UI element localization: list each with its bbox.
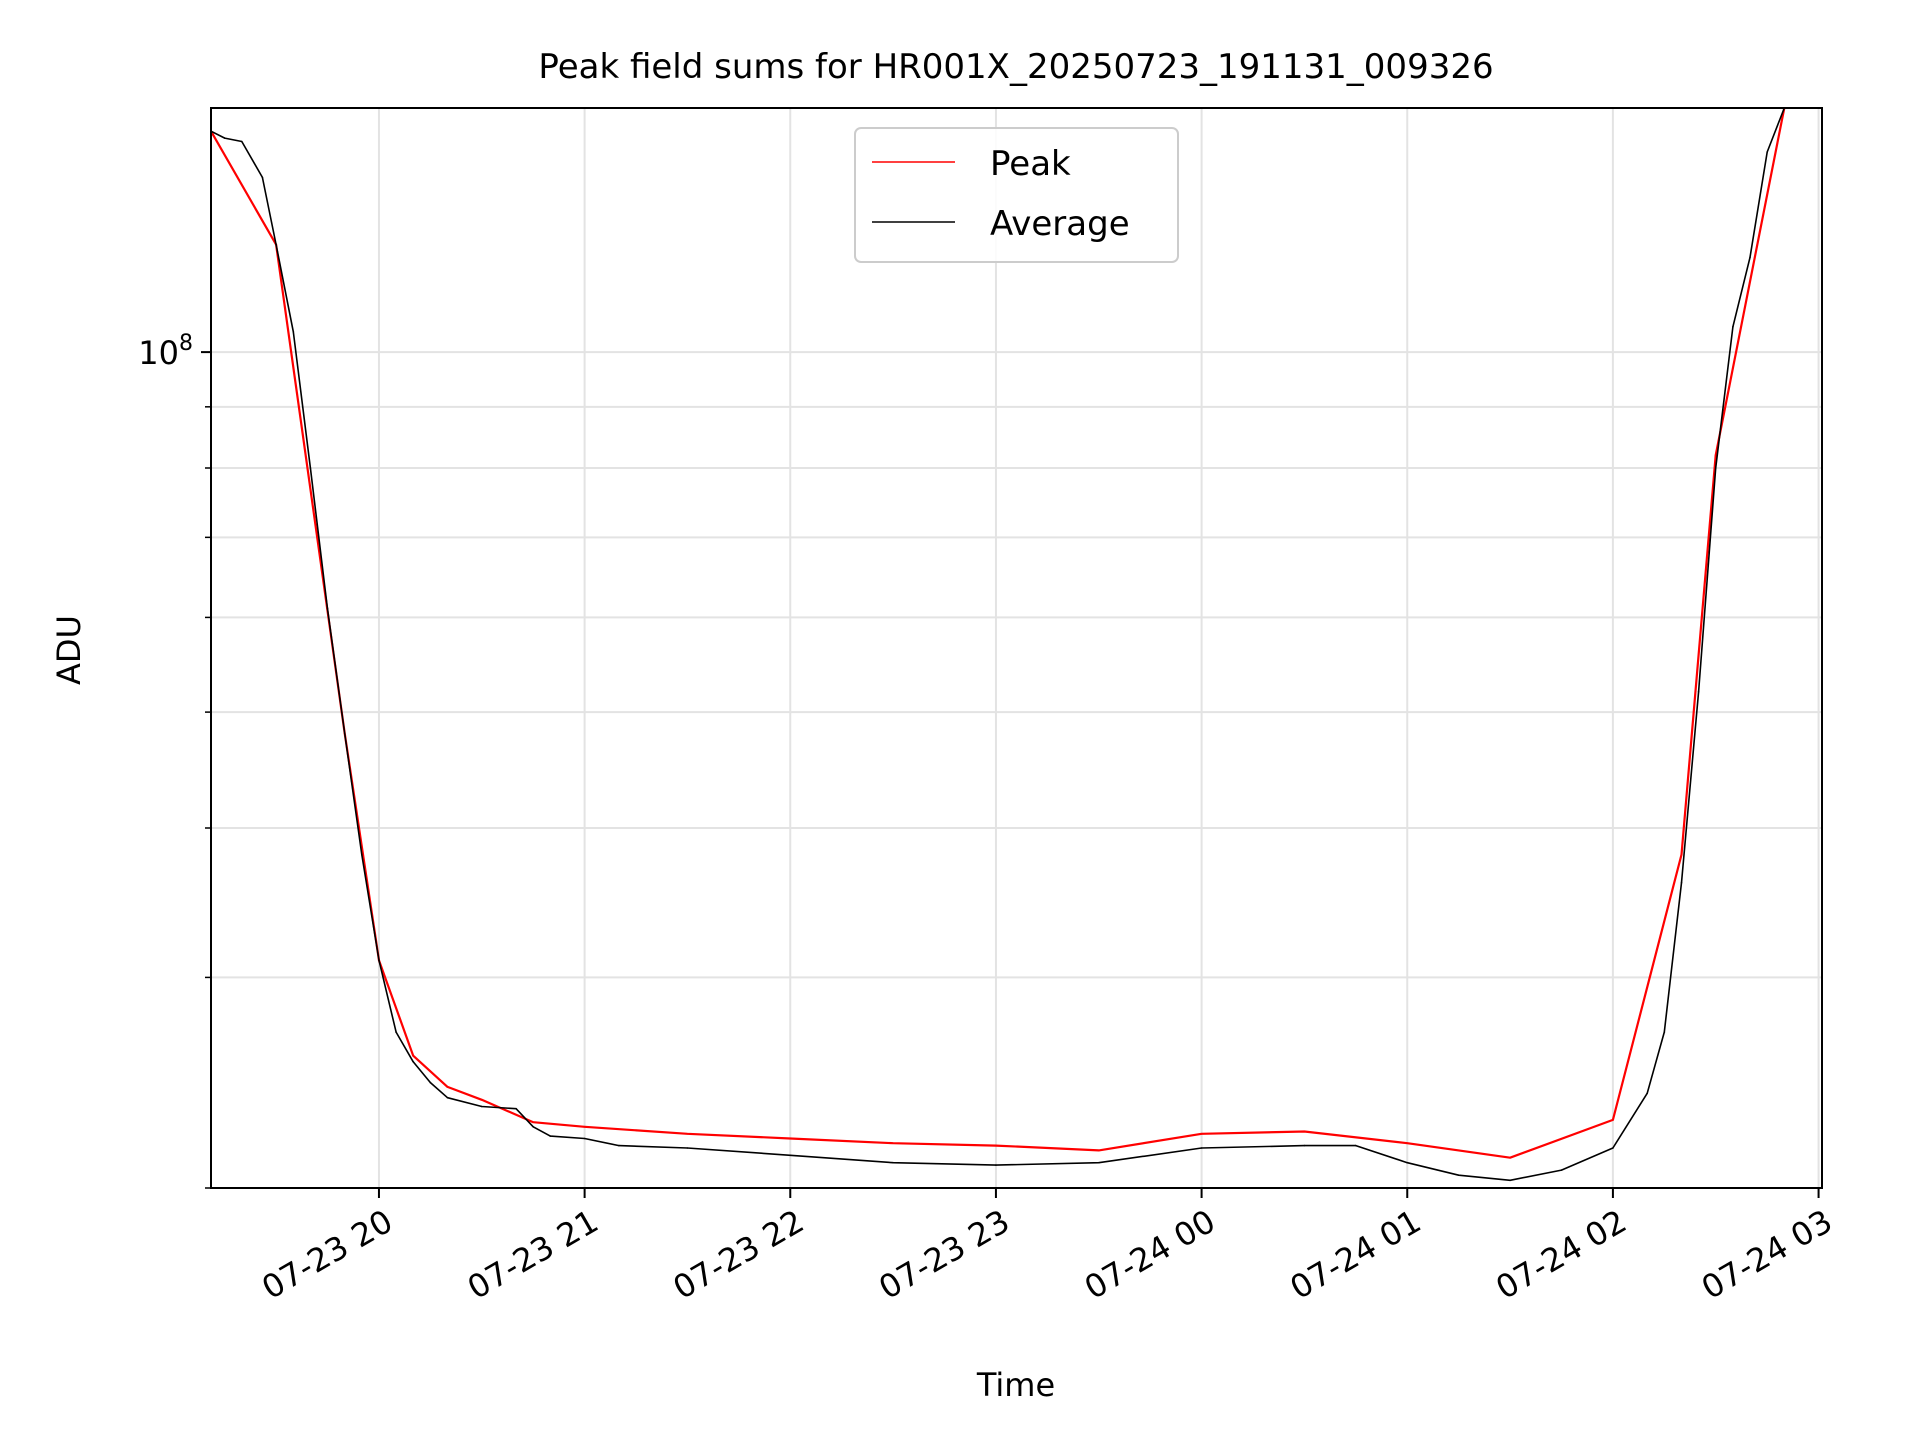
chart-title: Peak field sums for HR001X_20250723_1911… [538, 47, 1493, 87]
data-point-average [515, 1107, 517, 1110]
data-point-average [1406, 1161, 1409, 1164]
data-point-average [241, 140, 243, 143]
data-point-peak [1406, 1142, 1409, 1144]
series-line-peak [210, 107, 1786, 1159]
data-point-average [292, 330, 295, 333]
plot-frame [210, 107, 1823, 1189]
data-point-average [618, 1144, 620, 1147]
data-point-peak [1714, 454, 1717, 457]
data-point-peak [686, 1133, 689, 1135]
data-point-average [361, 853, 363, 856]
legend-average-label: Average [990, 204, 1130, 244]
data-point-average [343, 732, 346, 735]
data-point-average [1560, 1169, 1563, 1171]
data-point-peak [1098, 1149, 1100, 1152]
data-point-average [1680, 881, 1683, 884]
data-point-average [532, 1126, 534, 1128]
y-axis-label: ADU [50, 615, 88, 685]
data-point-average [1749, 256, 1751, 259]
data-point-average [1732, 326, 1734, 328]
data-point-peak [446, 1086, 449, 1088]
data-point-peak [1303, 1130, 1306, 1133]
data-point-average [223, 137, 226, 139]
x-axis-label: Time [976, 1366, 1055, 1404]
data-point-average [686, 1147, 689, 1149]
data-point-average [1612, 1147, 1614, 1149]
data-point-average [326, 608, 329, 610]
data-point-average [892, 1161, 894, 1164]
data-point-peak [789, 1137, 792, 1140]
data-point-average [378, 959, 380, 962]
data-point-peak [583, 1126, 586, 1128]
data-point-average [789, 1154, 792, 1157]
legend: Peak Average [854, 127, 1179, 263]
data-point-peak [412, 1054, 415, 1057]
data-point-average [1303, 1144, 1306, 1147]
data-point-average [1697, 690, 1700, 693]
series-layer [210, 107, 1786, 1182]
data-point-average [446, 1096, 449, 1099]
data-point-average [1714, 467, 1717, 469]
data-point-average [261, 176, 264, 179]
data-point-peak [532, 1121, 534, 1123]
legend-peak-label: Peak [990, 144, 1071, 184]
data-point-average [1646, 1092, 1648, 1095]
data-point-peak [1200, 1133, 1203, 1135]
data-point-peak [481, 1099, 483, 1101]
data-point-average [1200, 1147, 1203, 1149]
data-point-average [1663, 1031, 1666, 1033]
data-point-average [549, 1135, 552, 1137]
data-point-average [1098, 1161, 1100, 1164]
data-point-average [412, 1061, 415, 1063]
data-point-average [429, 1081, 432, 1084]
data-point-average [481, 1105, 483, 1108]
data-point-average [1766, 151, 1768, 153]
data-point-average [1509, 1179, 1511, 1182]
y-axis: 108 [138, 331, 211, 1189]
data-point-average [995, 1164, 997, 1166]
data-point-peak [1612, 1119, 1614, 1121]
data-point-average [395, 1031, 397, 1033]
data-point-average [583, 1137, 586, 1140]
data-point-peak [1680, 853, 1683, 856]
grid [211, 108, 1822, 1189]
data-point-average [1355, 1144, 1357, 1147]
data-point-average [1457, 1174, 1460, 1176]
data-point-average [275, 243, 277, 246]
data-point-peak [1509, 1156, 1511, 1159]
data-point-peak [995, 1144, 997, 1147]
data-point-average [309, 467, 312, 469]
y-tick-label: 108 [138, 331, 193, 372]
data-point-peak [892, 1142, 894, 1144]
